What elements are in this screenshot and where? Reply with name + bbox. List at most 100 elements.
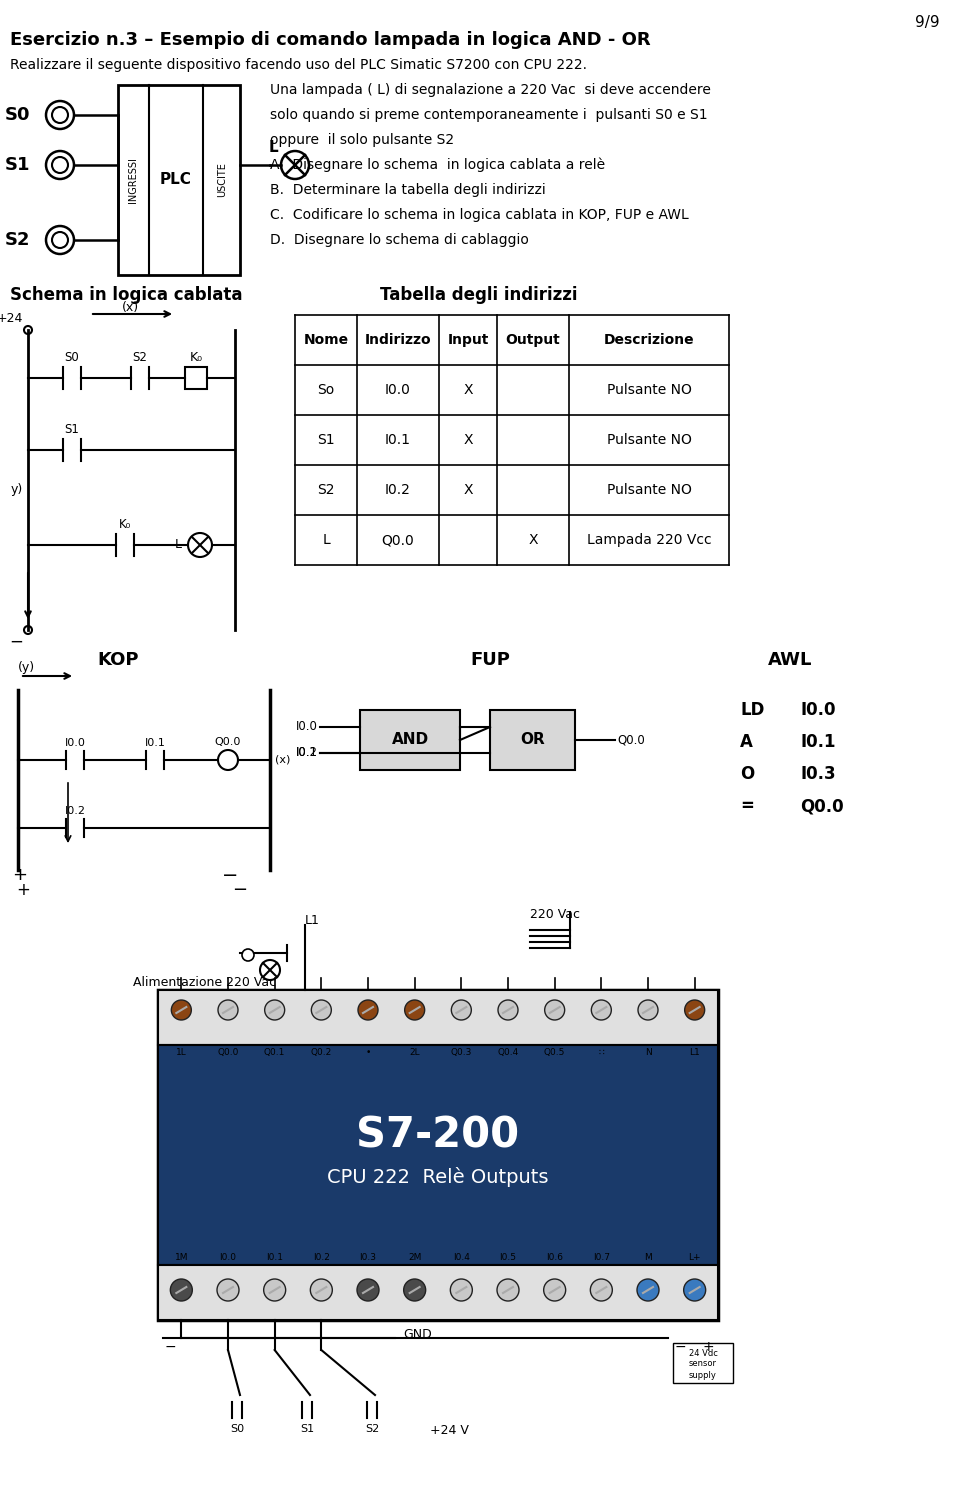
Circle shape — [405, 1000, 424, 1021]
Text: S1: S1 — [300, 1424, 314, 1433]
Circle shape — [264, 1278, 286, 1301]
Circle shape — [310, 1278, 332, 1301]
Text: N: N — [644, 1047, 652, 1056]
Text: S7-200: S7-200 — [356, 1115, 519, 1156]
Text: L1: L1 — [689, 1047, 700, 1056]
Text: I0.0: I0.0 — [64, 738, 85, 748]
Text: AWL: AWL — [768, 651, 812, 669]
Text: X: X — [464, 383, 472, 396]
Text: 9/9: 9/9 — [916, 15, 940, 30]
Text: −: − — [10, 633, 23, 651]
Circle shape — [498, 1000, 518, 1021]
Circle shape — [544, 1000, 564, 1021]
Text: Q0.0: Q0.0 — [215, 738, 241, 746]
Text: B.  Determinare la tabella degli indirizzi: B. Determinare la tabella degli indirizz… — [270, 183, 545, 197]
Text: =: = — [740, 797, 754, 815]
Circle shape — [543, 1278, 565, 1301]
Text: I0.3: I0.3 — [800, 764, 835, 784]
Text: I0.1: I0.1 — [266, 1253, 283, 1262]
Text: I0.1: I0.1 — [800, 733, 835, 751]
Text: S2: S2 — [365, 1424, 379, 1433]
Text: USCITE: USCITE — [217, 162, 227, 198]
Text: (x): (x) — [275, 755, 290, 764]
Text: Pulsante NO: Pulsante NO — [607, 434, 691, 447]
Circle shape — [590, 1278, 612, 1301]
Text: Q0.1: Q0.1 — [264, 1047, 285, 1056]
Text: Q0.0: Q0.0 — [217, 1047, 239, 1056]
Text: Q0.5: Q0.5 — [544, 1047, 565, 1056]
Circle shape — [358, 1000, 378, 1021]
Text: y): y) — [11, 483, 23, 496]
Text: O: O — [740, 764, 755, 784]
Text: 2L: 2L — [409, 1047, 420, 1056]
Text: Schema in logica cablata: Schema in logica cablata — [10, 286, 243, 304]
Text: −: − — [164, 1340, 176, 1354]
Text: −: − — [232, 881, 248, 898]
Circle shape — [451, 1000, 471, 1021]
Text: I0.1: I0.1 — [145, 738, 165, 748]
Bar — [118, 85, 240, 276]
Text: L: L — [323, 533, 330, 547]
Text: AND: AND — [392, 733, 428, 748]
Text: CPU 222  Relè Outputs: CPU 222 Relè Outputs — [327, 1167, 549, 1188]
Text: I0.2: I0.2 — [313, 1253, 330, 1262]
Text: I0.6: I0.6 — [546, 1253, 564, 1262]
Text: D.  Disegnare lo schema di cablaggio: D. Disegnare lo schema di cablaggio — [270, 232, 529, 247]
Text: I0.4: I0.4 — [453, 1253, 469, 1262]
Text: Realizzare il seguente dispositivo facendo uso del PLC Simatic S7200 con CPU 222: Realizzare il seguente dispositivo facen… — [10, 58, 587, 72]
Text: GND: GND — [403, 1329, 432, 1341]
Text: I0.0: I0.0 — [220, 1253, 236, 1262]
Text: +24 V: +24 V — [430, 1423, 468, 1436]
Circle shape — [265, 1000, 285, 1021]
Bar — [360, 711, 460, 770]
Bar — [158, 989, 718, 1320]
Circle shape — [497, 1278, 519, 1301]
Text: Indirizzo: Indirizzo — [365, 332, 431, 347]
Text: oppure  il solo pulsante S2: oppure il solo pulsante S2 — [270, 133, 454, 148]
Circle shape — [217, 1278, 239, 1301]
Text: OR: OR — [520, 733, 545, 748]
Text: I0.2: I0.2 — [385, 483, 411, 498]
Text: L: L — [268, 140, 277, 155]
Text: K₀: K₀ — [119, 519, 132, 530]
Text: S1: S1 — [317, 434, 335, 447]
Text: FUP: FUP — [470, 651, 510, 669]
Text: L+: L+ — [688, 1253, 701, 1262]
Text: S0: S0 — [230, 1424, 244, 1433]
Bar — [490, 711, 575, 770]
Text: So: So — [318, 383, 335, 396]
Text: C.  Codificare lo schema in logica cablata in KOP, FUP e AWL: C. Codificare lo schema in logica cablat… — [270, 209, 688, 222]
Text: Output: Output — [506, 332, 561, 347]
Text: I0.0: I0.0 — [385, 383, 411, 396]
Text: Input: Input — [447, 332, 489, 347]
Text: A.  Disegnare lo schema  in logica cablata a relè: A. Disegnare lo schema in logica cablata… — [270, 158, 605, 173]
Circle shape — [403, 1278, 425, 1301]
Text: INGRESSI: INGRESSI — [129, 156, 138, 203]
Text: S0: S0 — [5, 106, 30, 124]
Text: S1: S1 — [5, 156, 30, 174]
Text: Q0.0: Q0.0 — [800, 797, 844, 815]
Text: (y): (y) — [18, 662, 36, 675]
Text: I0.7: I0.7 — [593, 1253, 610, 1262]
Circle shape — [170, 1278, 192, 1301]
Text: 2M: 2M — [408, 1253, 421, 1262]
Bar — [158, 1265, 718, 1320]
Text: L: L — [175, 538, 182, 551]
Bar — [673, 1342, 733, 1383]
Text: I0.1: I0.1 — [296, 746, 318, 760]
Text: Pulsante NO: Pulsante NO — [607, 383, 691, 396]
Text: LD: LD — [740, 700, 764, 720]
Circle shape — [591, 1000, 612, 1021]
Text: I0.0: I0.0 — [296, 721, 318, 733]
Text: Q0.4: Q0.4 — [497, 1047, 518, 1056]
Circle shape — [684, 1278, 706, 1301]
Bar — [185, 367, 207, 389]
Text: K₀: K₀ — [189, 352, 203, 364]
Text: Q0.2: Q0.2 — [311, 1047, 332, 1056]
Text: S0: S0 — [64, 352, 80, 364]
Text: I0.3: I0.3 — [359, 1253, 376, 1262]
Text: +24: +24 — [0, 311, 23, 325]
Text: ∷: ∷ — [598, 1047, 604, 1056]
Text: −: − — [674, 1340, 685, 1354]
Bar — [158, 989, 718, 1044]
